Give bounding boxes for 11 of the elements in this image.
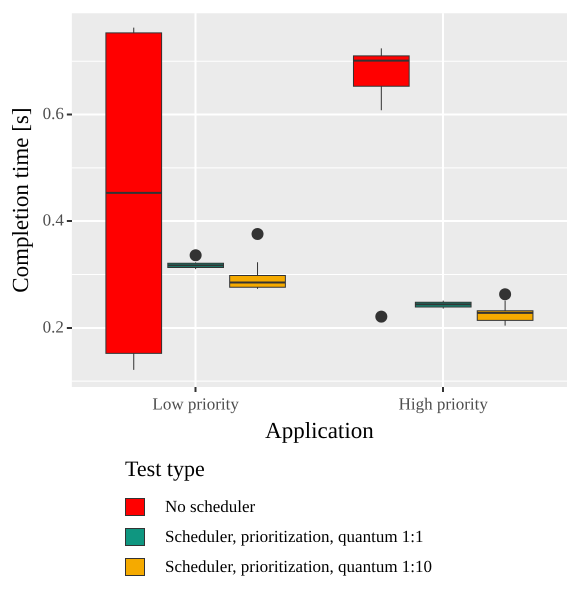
legend-label: No scheduler bbox=[165, 497, 256, 517]
legend-title: Test type bbox=[125, 456, 206, 482]
y-tick-label: 0.2 bbox=[42, 317, 64, 336]
legend-label: Scheduler, prioritization, quantum 1:10 bbox=[165, 557, 432, 577]
legend-label: Scheduler, prioritization, quantum 1:1 bbox=[165, 527, 424, 547]
y-tick-label: 0.6 bbox=[42, 104, 64, 123]
x-tick-label: High priority bbox=[398, 394, 488, 414]
y-tick-label: 0.4 bbox=[42, 210, 64, 230]
x-tick-label: Low priority bbox=[152, 394, 240, 414]
x-axis-title: Application bbox=[265, 418, 374, 444]
y-axis-title: Completion time [s] bbox=[8, 107, 33, 293]
